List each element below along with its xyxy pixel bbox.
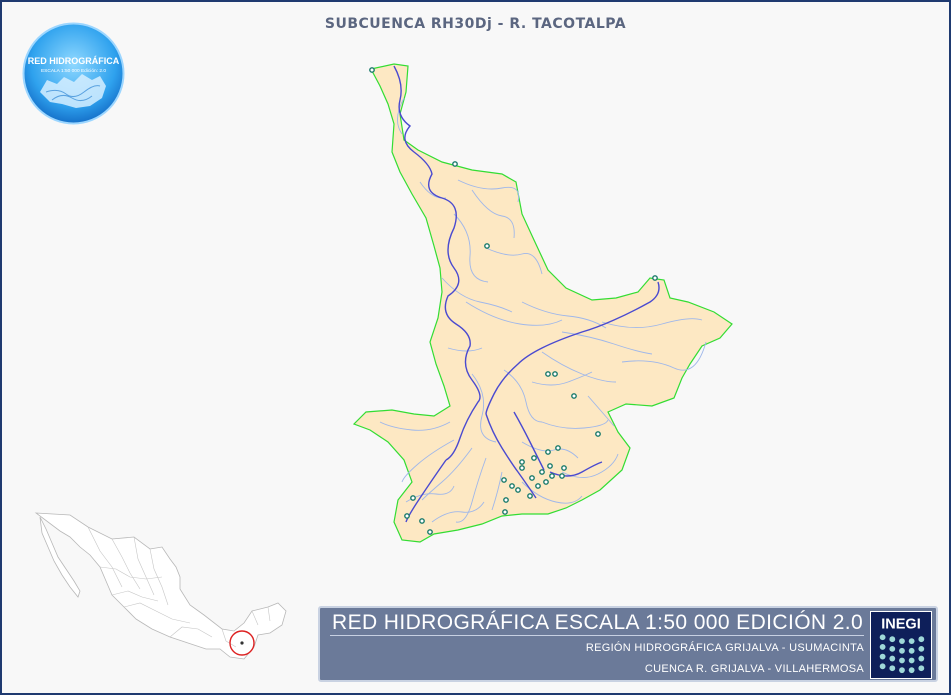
station-point bbox=[531, 455, 537, 461]
banner-divider bbox=[330, 635, 864, 636]
station-point bbox=[571, 393, 577, 399]
station-markers bbox=[369, 67, 658, 535]
station-point bbox=[509, 483, 515, 489]
station-point bbox=[503, 497, 509, 503]
station-point bbox=[543, 479, 549, 485]
station-point bbox=[529, 475, 535, 481]
map-title: SUBCUENCA RH30Dj - R. TACOTALPA bbox=[324, 16, 627, 32]
station-point bbox=[595, 431, 601, 437]
station-point bbox=[404, 513, 410, 519]
logo-subtitle: ESCALA 1:50 000 Edición: 2.0 bbox=[41, 68, 106, 74]
station-point bbox=[535, 483, 541, 489]
map-banner: RED HIDROGRÁFICA ESCALA 1:50 000 EDICIÓN… bbox=[318, 606, 938, 682]
station-point bbox=[484, 243, 490, 249]
red-hidrografica-logo: RED HIDROGRÁFICA ESCALA 1:50 000 Edición… bbox=[22, 22, 125, 125]
station-point bbox=[427, 529, 433, 535]
station-point bbox=[410, 495, 416, 501]
station-point bbox=[555, 445, 561, 451]
inegi-logo: INEGI bbox=[870, 611, 932, 679]
station-point bbox=[515, 487, 521, 493]
station-point bbox=[527, 493, 533, 499]
station-point bbox=[369, 67, 375, 73]
banner-cuenca: CUENCA R. GRIJALVA - VILLAHERMOSA bbox=[644, 663, 864, 675]
station-point bbox=[519, 465, 525, 471]
station-point bbox=[545, 371, 551, 377]
station-point bbox=[552, 371, 558, 377]
location-highlight bbox=[229, 630, 255, 656]
location-dot bbox=[240, 641, 244, 645]
station-point bbox=[452, 161, 458, 167]
banner-main-title: RED HIDROGRÁFICA ESCALA 1:50 000 EDICIÓN… bbox=[332, 611, 864, 634]
station-point bbox=[502, 509, 508, 515]
mexico-outline bbox=[34, 512, 287, 660]
station-point bbox=[652, 275, 658, 281]
mexico-locator-map bbox=[34, 512, 287, 660]
tributary-network bbox=[379, 97, 707, 523]
station-point bbox=[519, 459, 525, 465]
baja-california bbox=[39, 516, 81, 598]
logo-title: RED HIDROGRÁFICA bbox=[28, 56, 120, 66]
station-point bbox=[539, 469, 545, 475]
station-point bbox=[547, 463, 553, 469]
station-point bbox=[419, 518, 425, 524]
station-point bbox=[559, 473, 565, 479]
inegi-wordmark: INEGI bbox=[881, 617, 920, 633]
station-point bbox=[561, 465, 567, 471]
station-point bbox=[501, 477, 507, 483]
banner-region: REGIÓN HIDROGRÁFICA GRIJALVA - USUMACINT… bbox=[585, 642, 864, 654]
station-point bbox=[545, 449, 551, 455]
station-point bbox=[549, 473, 555, 479]
